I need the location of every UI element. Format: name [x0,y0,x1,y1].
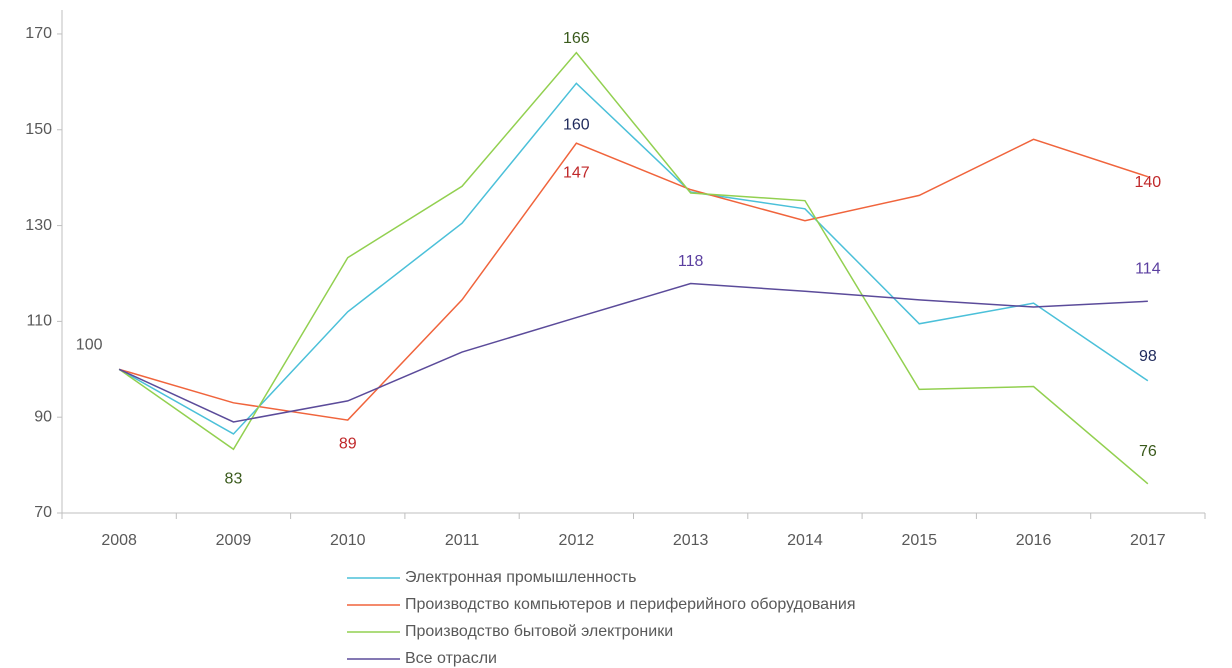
x-tick-label: 2013 [673,532,709,549]
y-tick-label: 70 [34,504,52,521]
series-line [118,51,1149,485]
data-label: 83 [225,471,243,488]
data-label: 118 [678,253,704,270]
legend-label: Производство компьютеров и периферийного… [405,596,856,613]
y-tick-label: 130 [25,217,52,234]
x-tick-label: 2016 [1016,532,1052,549]
data-label: 147 [563,164,590,181]
y-tick-label: 90 [34,408,52,425]
legend-label: Все отрасли [405,650,497,667]
x-tick-label: 2014 [787,532,823,549]
series-line [118,138,1149,421]
x-tick-label: 2008 [101,532,137,549]
x-tick-label: 2010 [330,532,366,549]
y-tick-label: 110 [26,313,52,330]
data-label: 76 [1139,443,1157,460]
data-label: 140 [1134,174,1161,191]
data-label: 98 [1139,348,1157,365]
legend-label: Электронная промышленность [405,569,636,586]
x-tick-label: 2009 [216,532,252,549]
data-label: 166 [563,30,590,47]
data-label: 114 [1135,260,1161,277]
x-tick-label: 2011 [445,532,480,549]
y-tick-label: 150 [25,121,52,138]
x-tick-label: 2017 [1130,532,1166,549]
x-tick-label: 2012 [559,532,595,549]
data-label: 89 [339,435,357,452]
y-tick-label: 170 [25,25,52,42]
series-line [118,82,1149,435]
data-label: 100 [76,337,103,354]
legend-label: Производство бытовой электроники [405,623,673,640]
x-tick-label: 2015 [901,532,937,549]
data-label: 160 [563,117,590,134]
series-line [118,282,1148,423]
